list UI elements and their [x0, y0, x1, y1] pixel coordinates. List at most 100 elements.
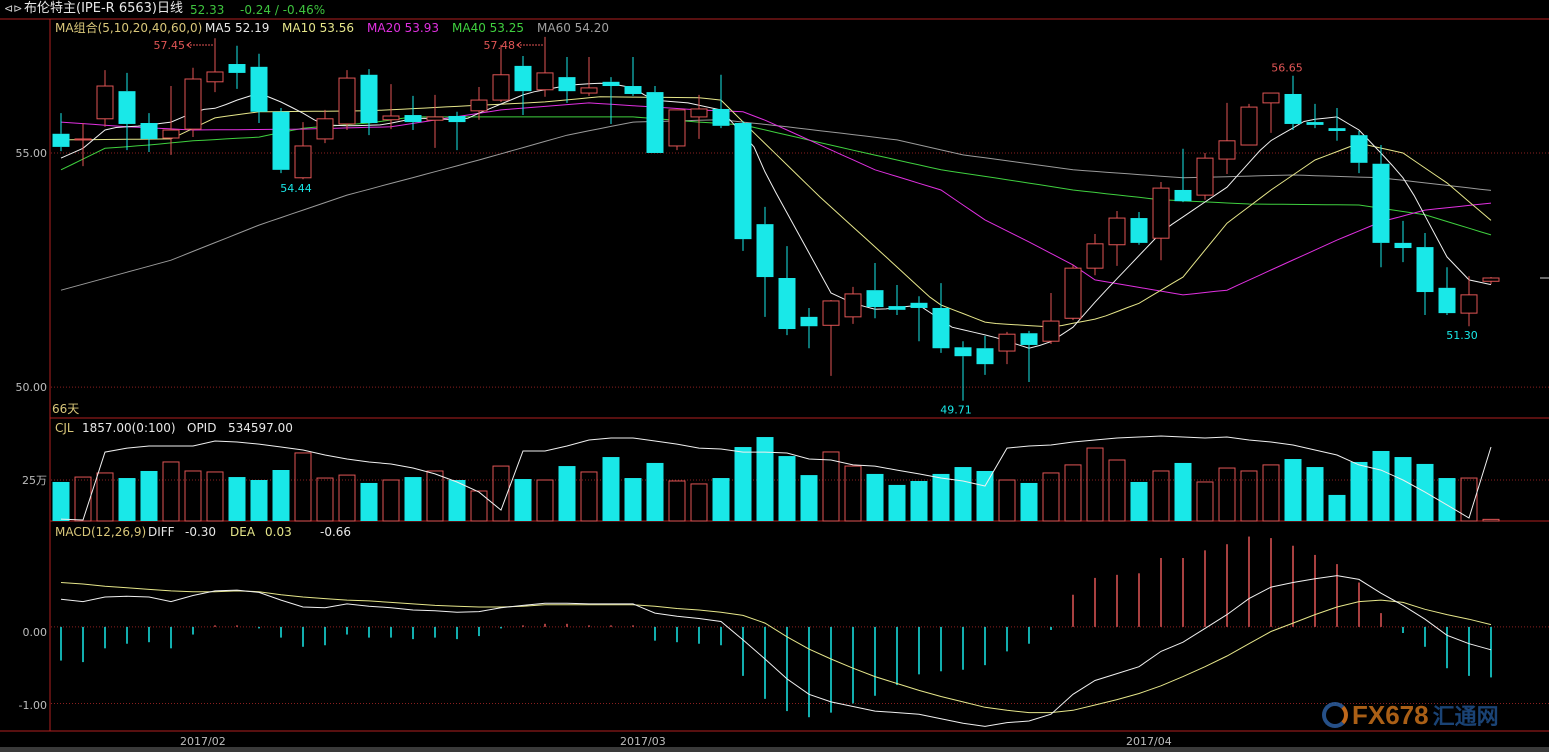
open-interest-line: [60, 435, 1492, 521]
dea-line: [60, 582, 1492, 714]
candle-body-down: [118, 91, 136, 124]
candle-body-down: [404, 115, 422, 123]
instrument-title: 布伦特主(IPE-R 6563)日线: [24, 1, 183, 16]
macd-value: -0.66: [320, 525, 352, 539]
volume-bar-down: [404, 477, 422, 521]
days-count: 66天: [52, 402, 80, 416]
date-label-2017-02: 2017/02: [180, 735, 226, 748]
candle-body-up: [492, 74, 510, 101]
volume-bar-down: [800, 475, 818, 521]
volume-bar-down: [646, 462, 664, 521]
candle-body-down: [954, 347, 972, 357]
low-price-label: 54.44: [280, 182, 312, 195]
ma60-legend: MA60 54.20: [537, 21, 609, 35]
volume-bar-down: [1394, 457, 1412, 521]
candle-body-down: [1416, 247, 1434, 293]
candle: [52, 113, 70, 152]
candle-body-up: [998, 333, 1016, 352]
candle: [778, 246, 796, 336]
ma20-line: [60, 102, 1492, 296]
candle: [294, 122, 312, 180]
low-price-label: 51.30: [1446, 329, 1478, 342]
candle-body-up: [1240, 106, 1258, 146]
volume-bar-up: [338, 474, 356, 522]
candle: [822, 300, 840, 376]
candle: [1108, 211, 1126, 266]
volume-bar-down: [602, 457, 620, 521]
price-change: -0.24 / -0.46%: [240, 3, 326, 17]
swap-arrows-icon[interactable]: ⊲⊳: [4, 2, 23, 15]
candle: [1086, 233, 1104, 276]
cjl-label[interactable]: CJL: [55, 421, 74, 435]
volume-bar-down: [976, 470, 994, 521]
high-price-label: 56.65: [1271, 62, 1303, 75]
candle-body-down: [1394, 242, 1412, 249]
candle: [1218, 102, 1236, 175]
logo-swirl-icon: [1322, 702, 1348, 728]
candle: [1284, 75, 1302, 131]
candle-body-down: [448, 115, 466, 123]
candle: [470, 86, 488, 120]
candle: [514, 56, 532, 116]
macd-label[interactable]: MACD(12,26,9): [55, 525, 147, 539]
candle: [338, 70, 356, 131]
candle-body-up: [668, 109, 686, 147]
volume-bar-down: [888, 484, 906, 521]
ma10-legend: MA10 53.56: [282, 21, 354, 35]
candle-body-down: [1372, 163, 1390, 243]
candle-body-up: [382, 115, 400, 121]
volume-bar-down: [734, 447, 752, 521]
candle-body-up: [1218, 140, 1236, 160]
candle-body-down: [646, 92, 664, 153]
fx678-logo: FX678 汇通网: [1322, 700, 1499, 730]
dea-label: DEA: [230, 525, 256, 539]
status-strip: [0, 747, 1549, 752]
macd-tick-minus1: -1.00: [19, 699, 47, 712]
candle: [426, 94, 444, 148]
candle: [184, 67, 202, 138]
candle-body-up: [316, 118, 334, 140]
candle: [998, 331, 1016, 365]
candle: [646, 86, 664, 153]
volume-bar-up: [1460, 477, 1478, 522]
candle: [536, 36, 554, 97]
candle: [272, 108, 290, 174]
candle-body-up: [338, 77, 356, 125]
candle: [448, 111, 466, 151]
candle-body-down: [1020, 333, 1038, 345]
volume-bar-up: [668, 480, 686, 522]
ma-group-label[interactable]: MA组合(5,10,20,40,60,0): [55, 21, 203, 35]
candle: [1438, 267, 1456, 315]
candle-body-down: [602, 81, 620, 87]
candle-body-up: [426, 116, 444, 121]
volume-bar-up: [1086, 447, 1104, 522]
candle-body-up: [1460, 294, 1478, 314]
candle: [580, 56, 598, 96]
volume-bar-up: [1218, 467, 1236, 522]
volume-bar-down: [1020, 482, 1038, 521]
candle: [690, 94, 708, 139]
candle-body-down: [272, 111, 290, 170]
candle: [1196, 152, 1214, 200]
candle-body-up: [1064, 267, 1082, 319]
candle: [1328, 108, 1346, 141]
volume-bar-up: [536, 479, 554, 522]
candle-body-down: [778, 277, 796, 330]
candle: [624, 56, 642, 96]
ma40-legend: MA40 53.25: [452, 21, 524, 35]
volume-bar-down: [52, 481, 70, 521]
volume-bar-down: [1306, 467, 1324, 521]
price-tick-50: 50.00: [16, 381, 48, 394]
candle-body-up: [96, 85, 114, 120]
candle-body-down: [624, 86, 642, 94]
candle: [360, 69, 378, 136]
candle: [1306, 103, 1324, 129]
candle: [404, 95, 422, 131]
candle-body-down: [932, 307, 950, 349]
candle: [74, 123, 92, 167]
candle-body-down: [558, 77, 576, 92]
volume-bar-up: [426, 470, 444, 522]
volume-bar-up: [580, 471, 598, 522]
volume-bar-up: [1262, 464, 1280, 522]
